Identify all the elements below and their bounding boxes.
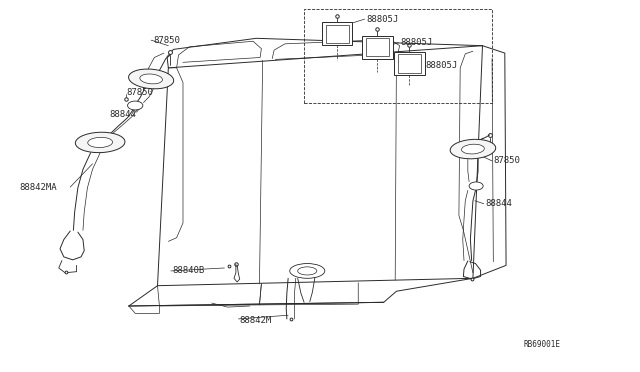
Circle shape <box>469 182 483 190</box>
Text: 88805J: 88805J <box>367 15 399 23</box>
Ellipse shape <box>290 263 324 278</box>
Text: 88844: 88844 <box>486 199 513 208</box>
Text: 88842M: 88842M <box>240 316 272 325</box>
Bar <box>326 25 349 43</box>
Ellipse shape <box>140 74 163 84</box>
Bar <box>366 38 389 57</box>
Circle shape <box>127 101 143 110</box>
Bar <box>394 52 424 75</box>
Text: 88842MA: 88842MA <box>19 183 57 192</box>
Text: 88805J: 88805J <box>400 38 433 47</box>
Ellipse shape <box>88 137 113 148</box>
Text: 87850: 87850 <box>153 36 180 45</box>
Text: 87850: 87850 <box>126 88 153 97</box>
Text: 88844: 88844 <box>109 110 136 119</box>
Ellipse shape <box>129 69 173 89</box>
Ellipse shape <box>76 132 125 153</box>
Ellipse shape <box>450 140 496 159</box>
Text: 88805J: 88805J <box>426 61 458 70</box>
Ellipse shape <box>461 144 484 154</box>
Text: 87850: 87850 <box>493 156 520 166</box>
Text: 88840B: 88840B <box>172 266 204 275</box>
Bar <box>362 36 393 59</box>
Bar <box>397 54 420 73</box>
Bar <box>322 22 353 45</box>
Text: RB69001E: RB69001E <box>524 340 561 349</box>
Ellipse shape <box>298 267 317 275</box>
